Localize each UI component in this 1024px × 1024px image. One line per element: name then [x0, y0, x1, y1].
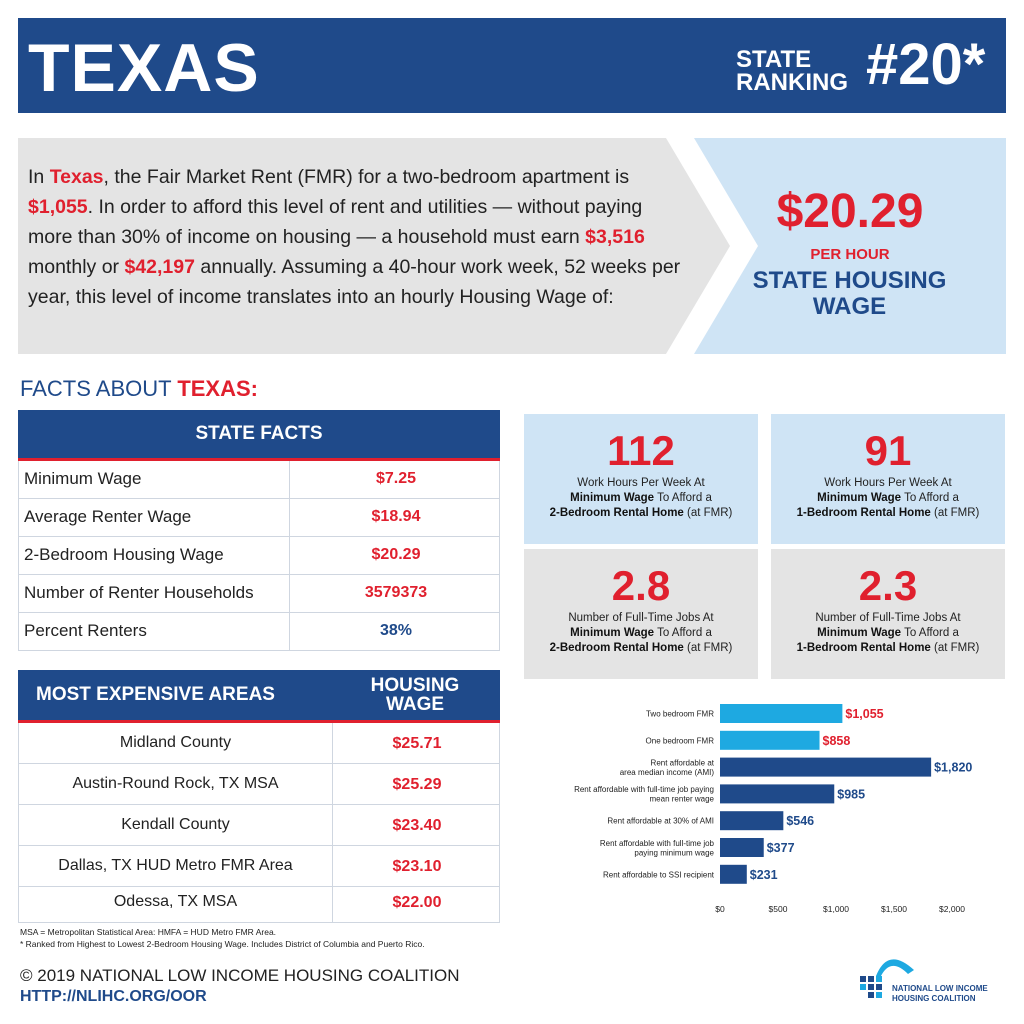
table-row: 2-Bedroom Housing Wage $20.29: [18, 537, 500, 575]
stat-box-jobs-1br: 2.3 Number of Full-Time Jobs At Minimum W…: [771, 549, 1005, 679]
x-tick-label: $1,000: [823, 904, 849, 914]
x-tick-label: $2,000: [939, 904, 965, 914]
ranking-label: STATE RANKING: [736, 46, 848, 96]
category-label: Rent affordable with full-time job: [600, 839, 715, 848]
category-label: Two bedroom FMR: [646, 710, 714, 719]
fact-label: Number of Renter Households: [24, 583, 254, 602]
bar-value-label: $377: [767, 841, 795, 855]
table-row: Midland County $25.71: [18, 723, 500, 764]
housing-wage-column-header: HOUSING WAGE: [370, 675, 460, 715]
table-row: Odessa, TX MSA $22.00: [18, 882, 500, 923]
copyright: © 2019 NATIONAL LOW INCOME HOUSING COALI…: [20, 966, 460, 985]
x-tick-label: $0: [715, 904, 725, 914]
bar-value-label: $1,055: [845, 707, 883, 721]
stat-box-jobs-2br: 2.8 Number of Full-Time Jobs At Minimum W…: [524, 549, 758, 679]
table-row: Number of Renter Households 3579373: [18, 575, 500, 613]
category-label: Rent affordable to SSI recipient: [603, 870, 715, 879]
bar-value-label: $858: [823, 734, 851, 748]
ranking-value: #20*: [866, 32, 986, 97]
bar-value-label: $546: [786, 814, 814, 828]
stat-box-hours-2br: 112 Work Hours Per Week At Minimum Wage T…: [524, 414, 758, 544]
bar-6: [720, 864, 747, 884]
fact-value: $20.29: [371, 546, 421, 563]
housing-wage-panel-shape: [694, 138, 1006, 354]
category-label: area median income (AMI): [620, 768, 715, 777]
intro-annual: $42,197: [124, 256, 195, 278]
stat-description: Number of Full-Time Jobs At Minimum Wage …: [549, 612, 733, 654]
area-name: Odessa, TX MSA: [113, 893, 238, 910]
intro-arrow-shape: [18, 138, 730, 354]
category-label: mean renter wage: [650, 795, 715, 804]
bar-2: [720, 757, 932, 777]
bar-value-label: $1,820: [934, 761, 972, 775]
stat-description: Work Hours Per Week At Minimum Wage To Af…: [796, 477, 980, 519]
logo-text: NATIONAL LOW INCOME HOUSING COALITION: [892, 984, 988, 1003]
fact-label: Minimum Wage: [24, 469, 142, 488]
area-name: Midland County: [119, 734, 232, 751]
fact-label: 2-Bedroom Housing Wage: [24, 545, 224, 564]
category-label: Rent affordable at 30% of AMI: [607, 817, 714, 826]
fact-label: Average Renter Wage: [24, 507, 192, 526]
table-row: Kendall County $23.40: [18, 805, 500, 846]
area-wage: $22.00: [392, 894, 442, 911]
stat-description: Number of Full-Time Jobs At Minimum Wage …: [796, 612, 980, 654]
table-row: Average Renter Wage $18.94: [18, 499, 500, 537]
fact-label: Percent Renters: [24, 621, 147, 640]
bar-value-label: $985: [837, 787, 865, 801]
table-row: Austin-Round Rock, TX MSA $25.29: [18, 764, 500, 805]
expensive-areas-title: MOST EXPENSIVE AREAS: [36, 684, 275, 705]
fact-value: $7.25: [375, 470, 417, 487]
intro-paragraph: In Texas, the Fair Market Rent (FMR) for…: [28, 166, 681, 308]
source-link[interactable]: HTTP://NLIHC.ORG/OOR: [20, 988, 207, 1005]
state-facts-header: STATE FACTS: [18, 410, 500, 461]
intro-monthly: $3,516: [585, 226, 645, 248]
area-wage: $25.29: [392, 776, 442, 793]
ranking-label-line2: RANKING: [736, 69, 848, 96]
fact-value: 3579373: [364, 584, 428, 601]
area-name: Austin-Round Rock, TX MSA: [72, 775, 279, 792]
nlihc-logo-icon: [860, 959, 914, 998]
stat-value: 2.3: [858, 562, 918, 609]
fact-value: $18.94: [371, 508, 421, 525]
footnotes: MSA = Metropolitan Statistical Area: HMF…: [20, 927, 425, 949]
housing-wage-unit: PER HOUR: [810, 246, 890, 263]
category-label: One bedroom FMR: [646, 736, 715, 745]
ranking-label-line1: STATE: [736, 46, 812, 73]
state-title: TEXAS: [28, 30, 260, 106]
x-tick-label: $1,500: [881, 904, 907, 914]
bar-1: [720, 730, 820, 750]
housing-wage-value: $20.29: [776, 185, 924, 238]
stat-box-hours-1br: 91 Work Hours Per Week At Minimum Wage To…: [771, 414, 1005, 544]
bar-0: [720, 704, 843, 723]
bar-value-label: $231: [750, 868, 778, 882]
bar-3: [720, 784, 835, 804]
area-wage: $23.10: [392, 858, 442, 875]
rent-affordability-chart: $1,055 Two bedroom FMR $858 One bedroom FMR…: [574, 704, 972, 914]
x-tick-label: $500: [769, 904, 788, 914]
bar-4: [720, 811, 784, 831]
category-label: Rent affordable at: [651, 758, 715, 767]
stat-value: 112: [607, 427, 675, 474]
facts-heading: FACTS ABOUT TEXAS:: [20, 376, 258, 401]
intro-state: Texas: [49, 166, 104, 188]
stat-value: 2.8: [611, 562, 671, 609]
table-row: Percent Renters 38%: [18, 613, 500, 651]
stat-description: Work Hours Per Week At Minimum Wage To Af…: [549, 477, 733, 519]
bar-5: [720, 838, 764, 857]
table-row: Dallas, TX HUD Metro FMR Area $23.10: [18, 846, 500, 887]
category-label: Rent affordable with full-time job payin…: [574, 785, 714, 794]
stat-value: 91: [864, 427, 912, 474]
area-wage: $25.71: [392, 735, 442, 752]
area-wage: $23.40: [392, 817, 442, 834]
intro-panel: [18, 138, 1006, 354]
table-row: Minimum Wage $7.25: [18, 461, 500, 499]
expensive-areas-header: [18, 670, 500, 723]
category-label: paying minimum wage: [634, 848, 714, 857]
housing-wage-label: STATE HOUSING WAGE: [752, 267, 947, 320]
intro-fmr: $1,055: [28, 196, 88, 218]
header-banner: [18, 18, 1006, 113]
area-name: Dallas, TX HUD Metro FMR Area: [58, 857, 293, 874]
area-name: Kendall County: [121, 816, 230, 833]
fact-value: 38%: [379, 622, 413, 639]
